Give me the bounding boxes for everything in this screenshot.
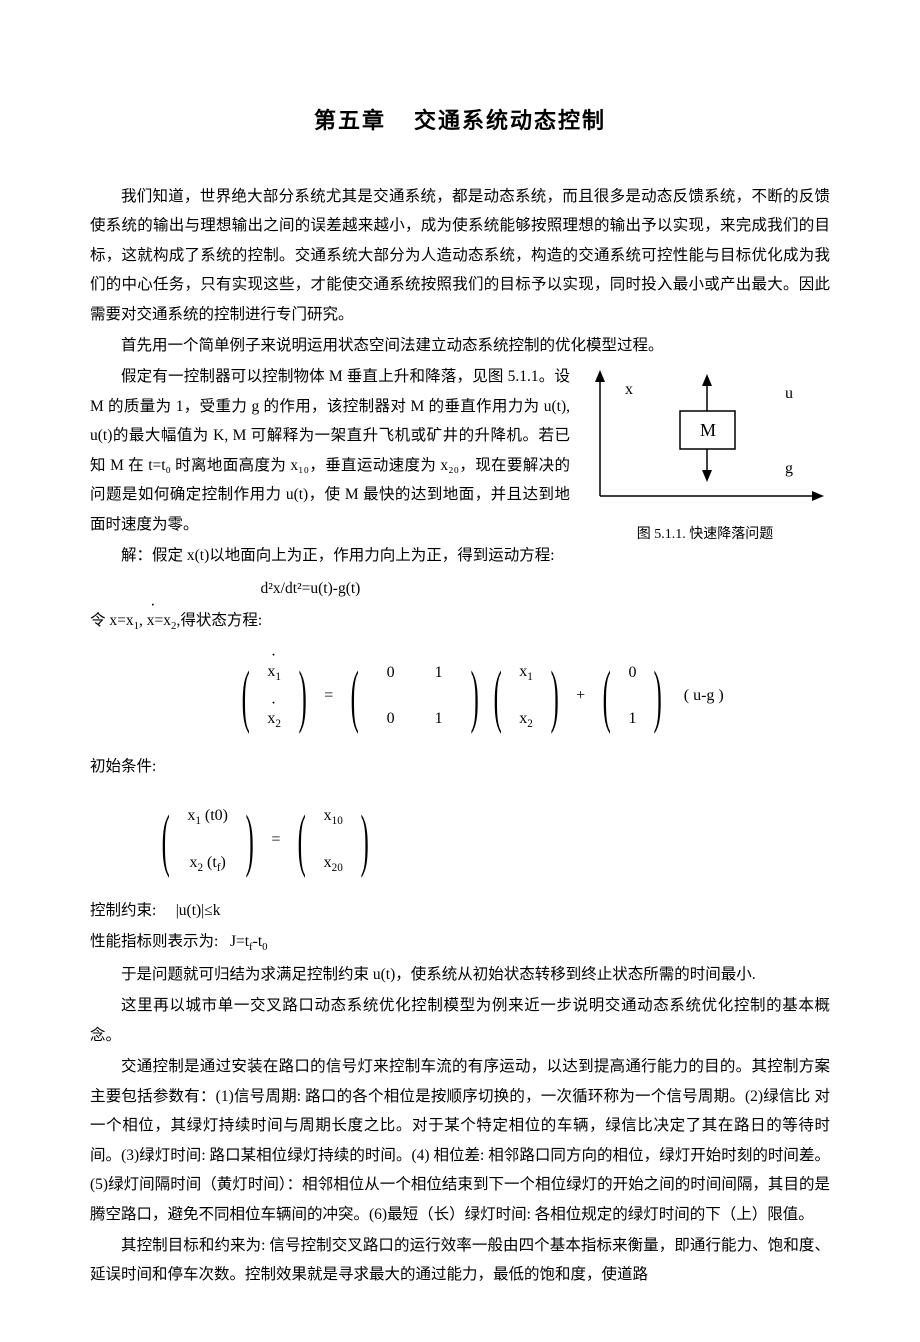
paragraph: 于是问题就可归结为求满足控制约束 u(t)，使系统从初始状态转移到终止状态所需的…: [90, 960, 830, 989]
chapter-name: 交通系统动态控制: [414, 108, 606, 133]
figure-5-1-1: x u M g 图 5.1.1. 快速降落问题: [580, 366, 830, 549]
bracket-left: (: [242, 665, 250, 728]
chapter-title: 第五章 交通系统动态控制: [90, 100, 830, 142]
paragraph: 首先用一个简单例子来说明运用状态空间法建立动态系统控制的优化模型过程。: [90, 331, 830, 360]
matrix-tail: ( u-g ): [670, 681, 724, 711]
op-plus: +: [566, 681, 595, 711]
chapter-label: 第五章: [314, 108, 386, 133]
label-g: g: [785, 460, 793, 477]
op-equals: =: [314, 681, 343, 711]
paragraph: 令 x=x1, x=x2,得状态方程:: [90, 606, 830, 637]
paragraph: 我们知道，世界绝大部分系统尤其是交通系统，都是动态系统，而且很多是动态反馈系统，…: [90, 182, 830, 329]
paragraph: 交通控制是通过安装在路口的信号灯来控制车流的有序运动，以达到提高通行能力的目的。…: [90, 1052, 830, 1229]
diagram-text-wrap: x u M g 图 5.1.1. 快速降落问题 假定有一控制器可以控制物体 M …: [90, 362, 830, 606]
control-constraint-line: 控制约束: |u(t)|≤k: [90, 896, 830, 925]
initial-condition-label: 初始条件:: [90, 752, 830, 781]
label-M: M: [700, 420, 716, 440]
label-u: u: [785, 385, 793, 402]
matrix-col: x1 x2: [257, 649, 291, 744]
bracket-right: ): [298, 665, 306, 728]
figure-caption: 图 5.1.1. 快速降落问题: [580, 522, 830, 549]
label-x: x: [625, 381, 633, 398]
performance-index-line: 性能指标则表示为: J=tf-t0: [90, 927, 830, 958]
equation: d²x/dt²=u(t)-g(t): [90, 574, 830, 603]
paragraph: 这里再以城市单一交叉路口动态系统优化控制模型为例来近一步说明交通动态系统优化控制…: [90, 991, 830, 1050]
state-equation-matrix: ( x1 x2 ) = ( 0 0 1 1 ) ( x1 x2 ) + ( 0 …: [90, 649, 830, 744]
paragraph: 其控制目标和约来为: 信号控制交叉路口的运行效率一般由四个基本指标来衡量，即通行…: [90, 1231, 830, 1290]
falling-body-diagram: x u M g: [580, 366, 830, 506]
initial-condition-matrix: ( x1 (t0) x2 (tf) ) = ( x10 x20 ): [90, 793, 830, 888]
document-body: 我们知道，世界绝大部分系统尤其是交通系统，都是动态系统，而且很多是动态反馈系统，…: [90, 182, 830, 1290]
